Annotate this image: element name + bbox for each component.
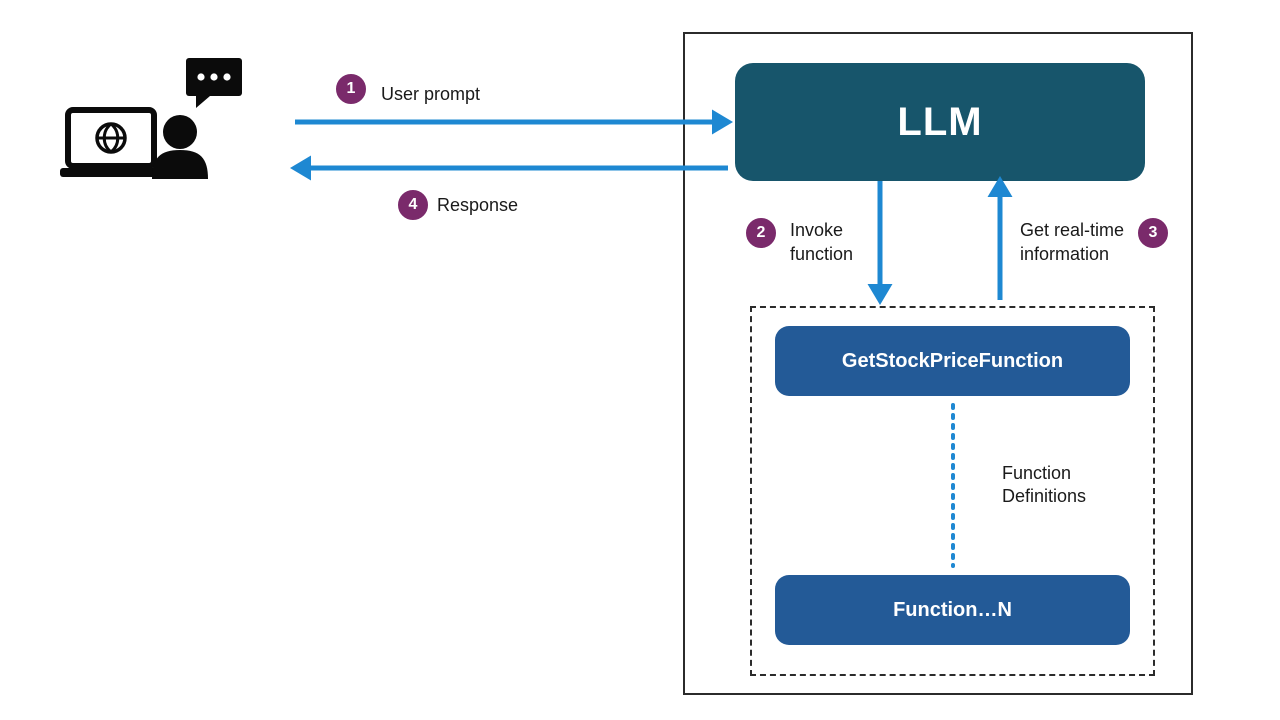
user-icon: [60, 58, 242, 179]
laptop-icon: [60, 110, 162, 177]
diagram-svg: [0, 0, 1280, 720]
speech-bubble-icon: [186, 58, 242, 108]
person-icon: [152, 115, 208, 179]
